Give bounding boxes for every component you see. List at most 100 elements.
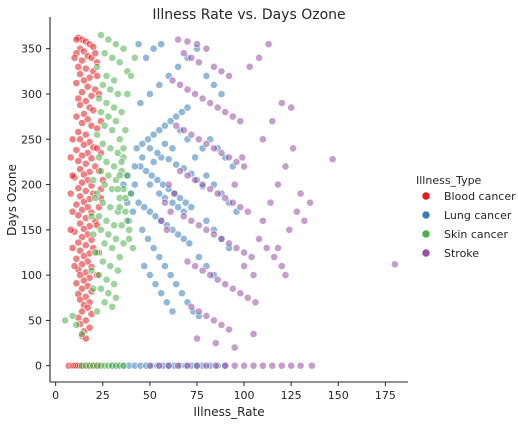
- data-point: [240, 262, 248, 270]
- data-point: [68, 207, 77, 216]
- data-point: [211, 339, 220, 347]
- data-point: [72, 146, 81, 154]
- data-point: [83, 303, 92, 312]
- y-tick-label: 250: [21, 133, 42, 146]
- data-point: [166, 271, 175, 279]
- data-point: [191, 176, 199, 184]
- legend-label: Blood cancer: [444, 190, 516, 203]
- data-point: [149, 244, 158, 252]
- data-point: [306, 198, 314, 207]
- legend-marker: [421, 191, 431, 201]
- data-point: [113, 185, 122, 193]
- data-point: [74, 62, 83, 71]
- data-point: [157, 216, 166, 225]
- data-point: [274, 180, 282, 189]
- data-point: [108, 53, 117, 62]
- data-point: [104, 171, 113, 180]
- data-point: [217, 234, 226, 243]
- data-point: [113, 266, 122, 275]
- data-point: [390, 260, 399, 269]
- data-point: [162, 225, 171, 234]
- data-point: [108, 126, 117, 135]
- data-point: [153, 148, 162, 157]
- data-point: [179, 126, 188, 135]
- legend-marker: [421, 210, 431, 220]
- data-point: [80, 110, 88, 118]
- legend-item: Skin cancer: [421, 228, 508, 241]
- data-point: [110, 280, 118, 289]
- data-point: [112, 117, 120, 126]
- data-point: [127, 72, 135, 80]
- data-point: [245, 62, 254, 71]
- data-point: [112, 234, 120, 243]
- data-point: [72, 200, 81, 209]
- data-point: [249, 330, 258, 338]
- data-point: [115, 135, 124, 144]
- data-point: [300, 216, 309, 225]
- series-blood-cancer: [64, 33, 107, 370]
- data-point: [72, 279, 81, 288]
- data-point: [72, 320, 81, 329]
- data-point: [164, 180, 173, 189]
- data-point: [87, 154, 96, 163]
- data-point: [145, 144, 154, 153]
- data-point: [102, 157, 111, 166]
- data-point: [106, 262, 115, 270]
- y-tick-label: 0: [35, 360, 42, 373]
- data-point: [108, 244, 117, 252]
- data-point: [193, 334, 201, 343]
- data-point: [221, 280, 230, 289]
- data-point: [145, 361, 154, 370]
- data-point: [174, 62, 182, 71]
- data-point: [183, 85, 192, 94]
- data-point: [81, 241, 90, 250]
- data-point: [78, 307, 86, 316]
- data-point: [230, 361, 239, 370]
- data-point: [296, 189, 305, 198]
- data-point: [155, 361, 164, 370]
- data-point: [270, 253, 279, 261]
- data-point: [100, 180, 109, 189]
- data-point: [202, 225, 211, 234]
- data-point: [181, 198, 190, 207]
- data-point: [168, 76, 177, 85]
- data-point: [202, 171, 211, 180]
- data-point: [106, 85, 115, 94]
- data-point: [187, 130, 196, 139]
- data-point: [194, 221, 203, 230]
- data-point: [217, 148, 226, 157]
- data-point: [162, 298, 171, 307]
- data-point: [76, 246, 84, 255]
- data-point: [258, 216, 267, 225]
- legend-label: Lung cancer: [444, 209, 512, 222]
- data-point: [142, 53, 150, 62]
- data-point: [193, 361, 201, 370]
- data-point: [206, 185, 215, 193]
- data-point: [160, 262, 169, 270]
- data-point: [78, 233, 86, 241]
- data-point: [176, 194, 184, 202]
- data-point: [183, 361, 192, 370]
- data-point: [119, 44, 128, 53]
- data-point: [202, 311, 211, 320]
- legend-item: Blood cancer: [421, 190, 516, 203]
- data-point: [138, 139, 147, 148]
- data-point: [98, 81, 107, 89]
- data-point: [155, 189, 164, 198]
- data-point: [78, 88, 86, 97]
- data-point: [104, 230, 113, 239]
- data-point: [172, 280, 181, 289]
- data-point: [221, 108, 230, 116]
- data-point: [80, 140, 88, 149]
- data-point: [217, 320, 226, 329]
- data-point: [174, 230, 182, 239]
- data-point: [176, 167, 184, 175]
- data-point: [117, 221, 126, 230]
- data-point: [80, 170, 88, 179]
- data-point: [95, 153, 103, 162]
- data-point: [155, 81, 164, 89]
- series-lung-cancer: [108, 40, 241, 370]
- data-point: [187, 53, 196, 62]
- data-point: [130, 180, 139, 189]
